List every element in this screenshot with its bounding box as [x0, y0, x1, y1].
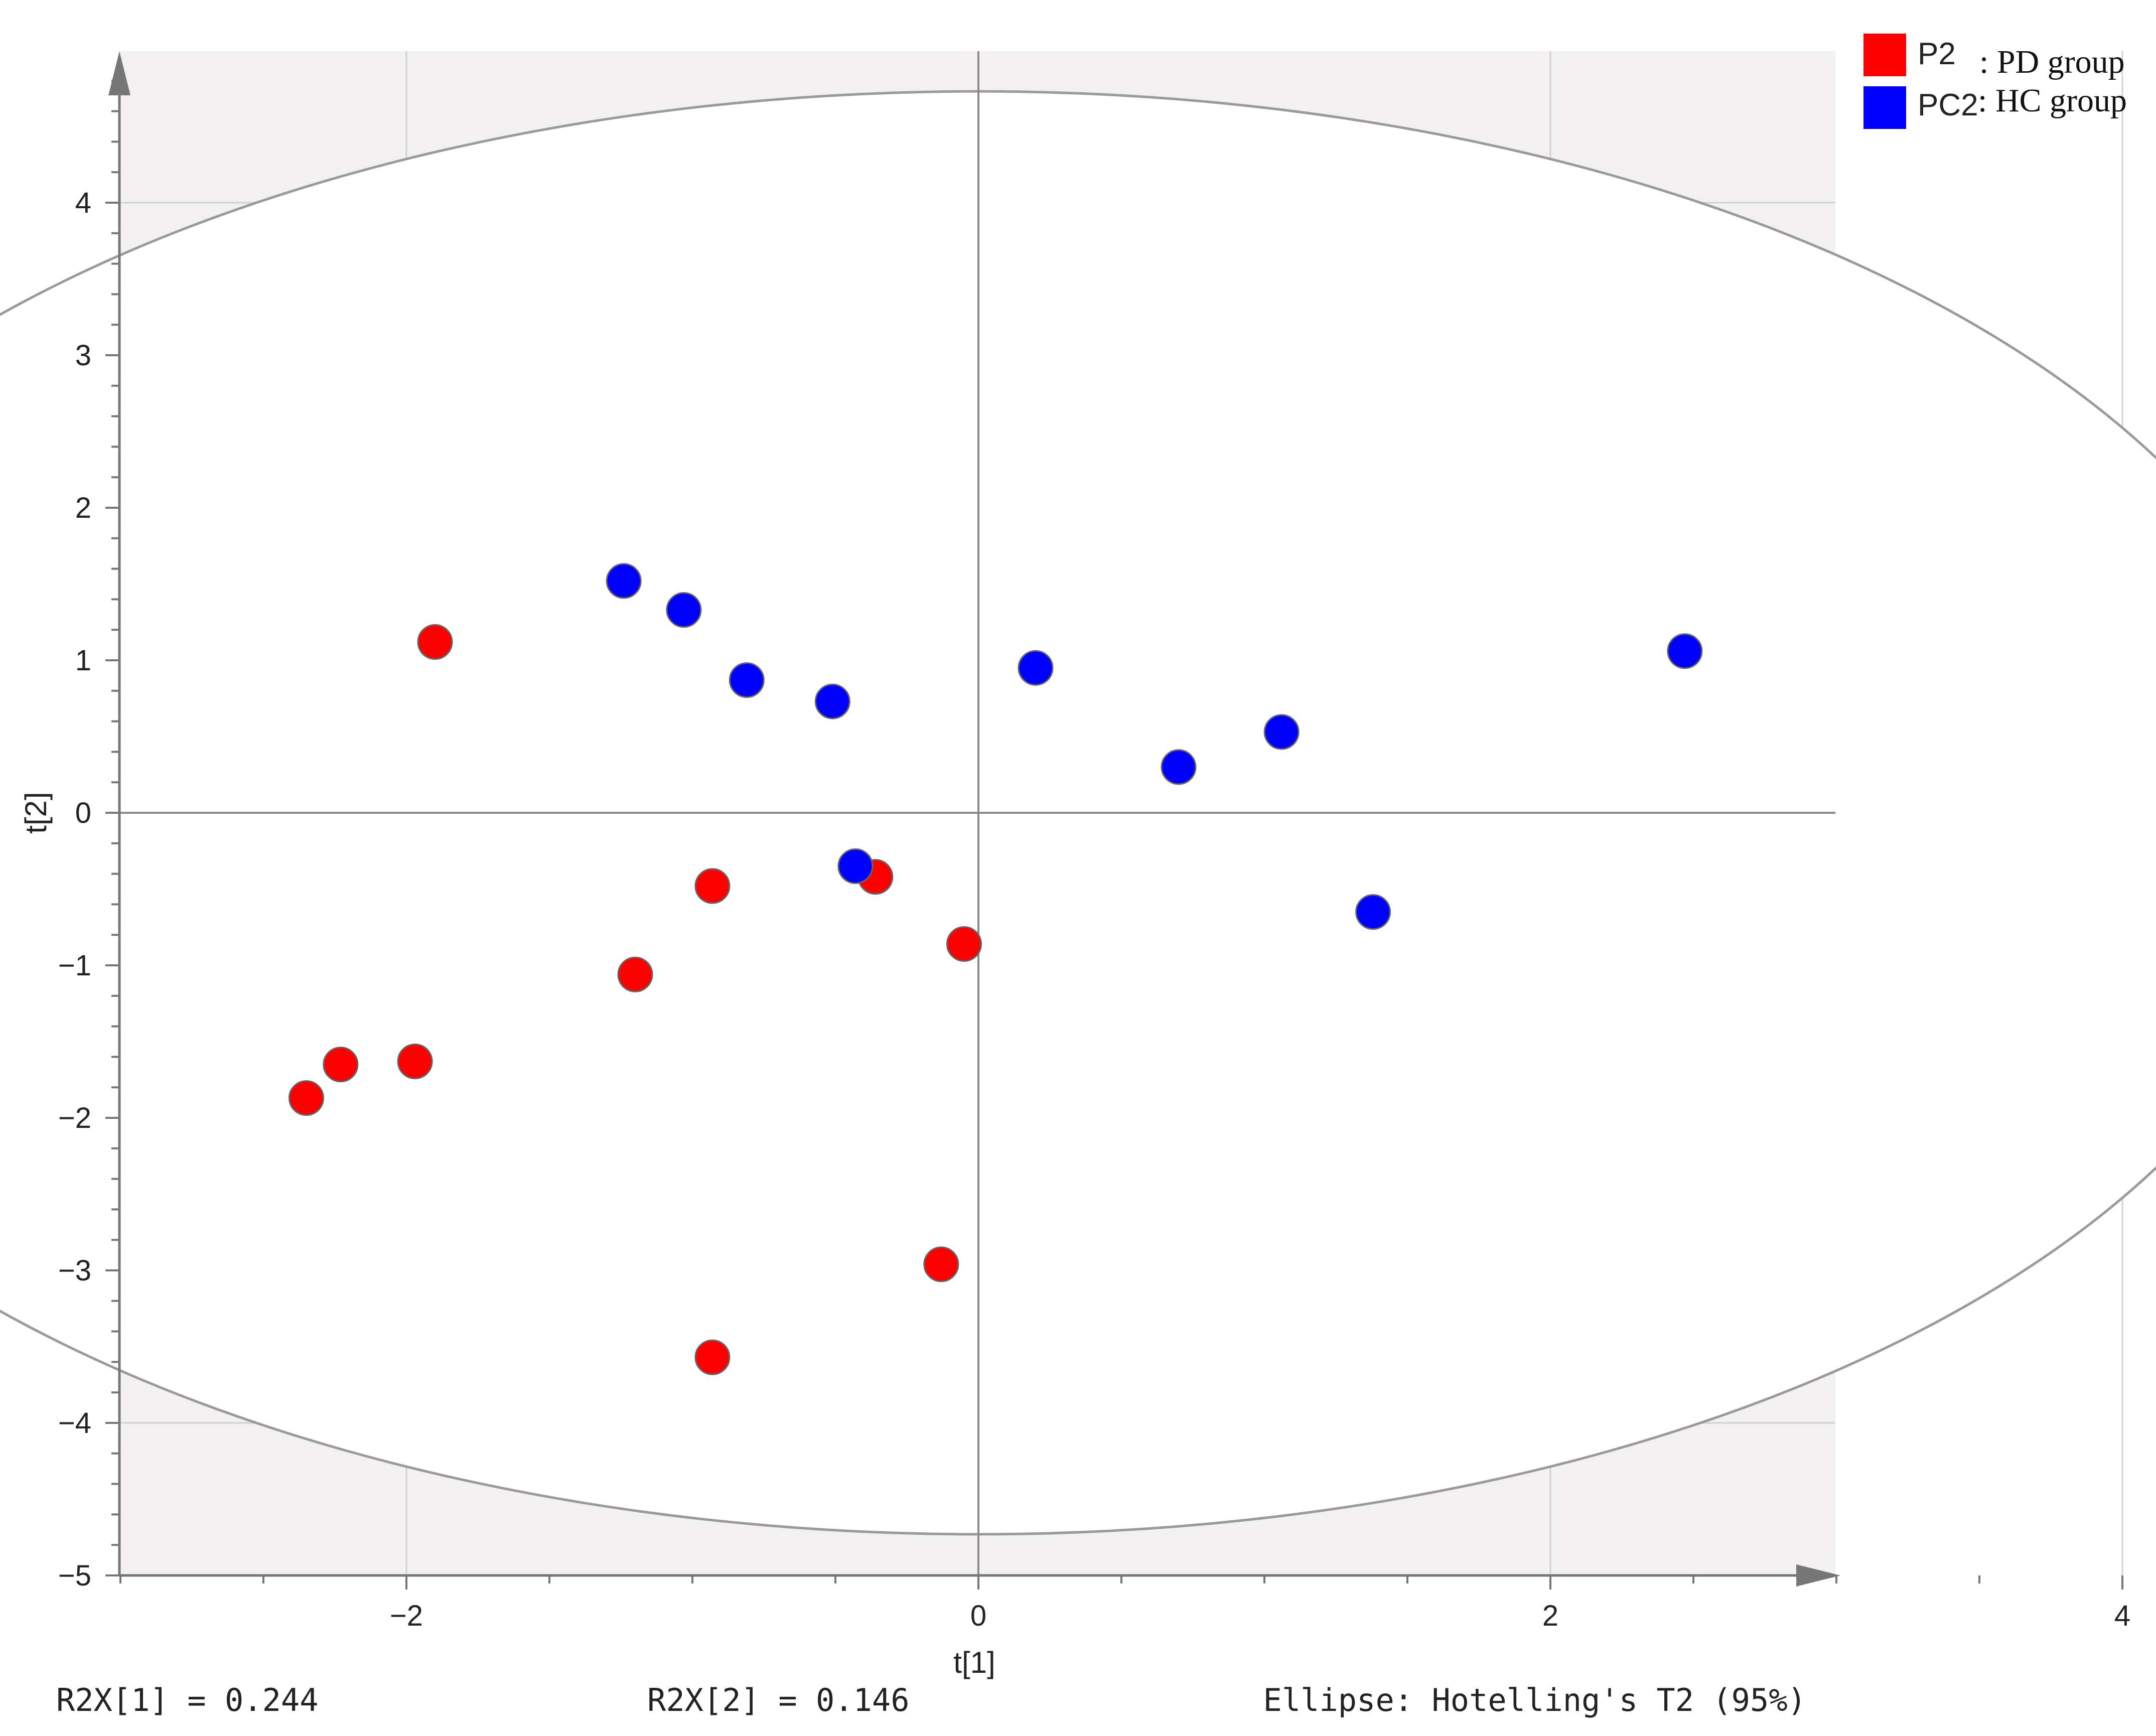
x-axis-title: t[1] [953, 1646, 995, 1679]
zero-reference-lines [119, 51, 1835, 1575]
legend-desc-p2: : PD group [1979, 44, 2125, 80]
point-p2 [289, 1080, 324, 1116]
point-p2 [946, 926, 982, 962]
y-tick-label: 4 [75, 187, 91, 219]
y-tick-label: −1 [58, 949, 91, 982]
y-axis-title: t[2] [19, 792, 53, 833]
point-pc2 [1355, 894, 1391, 930]
point-pc2 [1161, 749, 1197, 785]
point-pc2 [666, 592, 702, 628]
point-p2 [397, 1044, 433, 1080]
y-tick-label: 1 [75, 644, 91, 677]
point-pc2 [1018, 650, 1054, 686]
y-axis-arrow [108, 51, 130, 95]
axes [105, 51, 2123, 1589]
point-pc2 [837, 848, 874, 884]
point-pc2 [1667, 633, 1703, 669]
y-tick-labels: −5 −4 −3 −2 −1 0 1 2 3 4 [58, 187, 91, 1592]
x-tick-label: 2 [1542, 1600, 1558, 1632]
y-tick-label: 2 [75, 492, 91, 524]
point-pc2 [729, 662, 765, 698]
x-tick-label: −2 [390, 1600, 423, 1632]
y-tick-label: −5 [58, 1559, 91, 1592]
point-p2 [923, 1246, 959, 1282]
point-pc2 [1263, 714, 1300, 750]
point-p2 [694, 868, 731, 904]
y-tick-label: −4 [58, 1407, 91, 1439]
x-tick-label: 4 [2114, 1600, 2130, 1632]
y-tick-label: −2 [58, 1102, 91, 1134]
legend: P2 : PD group PC2 : HC group [1863, 34, 2127, 129]
y-tick-label: 3 [75, 339, 91, 372]
legend-swatch-p2 [1863, 34, 1906, 76]
y-tick-label: −3 [58, 1254, 91, 1287]
y-tick-label: 0 [75, 797, 91, 829]
point-pc2 [606, 563, 642, 599]
legend-code-p2: P2 [1918, 37, 1956, 71]
r2x-1-annotation: R2X[1] = 0.244 [56, 1682, 319, 1718]
legend-desc-pc2: : HC group [1978, 82, 2127, 119]
legend-code-pc2: PC2 [1918, 88, 1978, 122]
point-p2 [617, 956, 653, 992]
point-p2 [694, 1339, 731, 1375]
point-p2 [417, 624, 453, 660]
point-p2 [323, 1047, 359, 1083]
data-points [289, 563, 1703, 1375]
r2x-2-annotation: R2X[2] = 0.146 [647, 1682, 910, 1718]
point-pc2 [814, 683, 850, 719]
x-axis-arrow [1796, 1564, 1840, 1586]
legend-swatch-pc2 [1863, 86, 1906, 129]
ellipse-caption: Ellipse: Hotelling's T2 (95%) [1263, 1682, 1807, 1718]
x-tick-label: 0 [970, 1600, 986, 1632]
